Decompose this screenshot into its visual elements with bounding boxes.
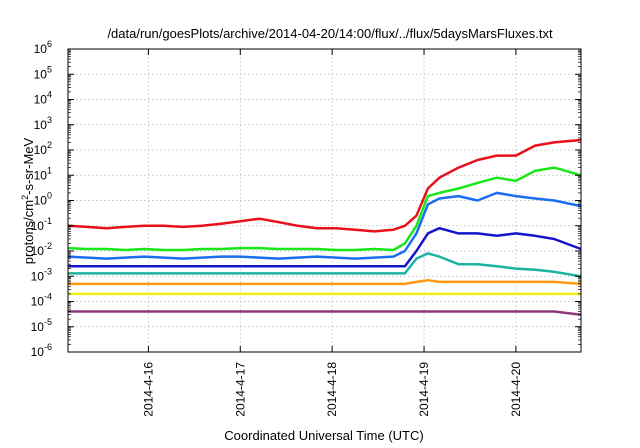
y-tick-base: 10 (34, 93, 48, 107)
series-line (67, 166, 582, 252)
y-tick-base: 10 (34, 168, 48, 182)
y-tick-label: 10-5 (31, 317, 52, 334)
y-tick-label: 10-1 (31, 216, 52, 233)
plot-frame (67, 48, 582, 353)
y-tick-exponent: -2 (44, 241, 52, 251)
y-tick-label: 101 (34, 165, 52, 182)
y-tick-label: 100 (34, 191, 52, 208)
x-tick-label: 2014-4-18 (325, 362, 339, 417)
y-tick-exponent: 2 (47, 140, 52, 150)
y-tick-base: 10 (34, 143, 48, 157)
y-tick-label: 10-4 (31, 292, 52, 309)
y-tick-label: 10-2 (31, 241, 52, 258)
y-tick-exponent: 6 (47, 39, 52, 49)
y-tick-base: 10 (31, 219, 45, 233)
series-line (68, 278, 582, 286)
y-tick-exponent: 0 (47, 191, 52, 201)
y-tick-label: 10-3 (31, 266, 52, 283)
x-tick-label: 2014-4-19 (417, 362, 431, 417)
y-axis-label-sup: 2 (20, 195, 30, 200)
y-tick-label: 104 (34, 90, 52, 107)
series-group (67, 138, 582, 316)
y-tick-exponent: 1 (47, 165, 52, 175)
y-tick-label: 106 (34, 39, 52, 56)
y-tick-labels: 10-610-510-410-310-210-11001011021031041… (31, 39, 52, 359)
y-tick-base: 10 (34, 67, 48, 81)
y-tick-base: 10 (31, 320, 45, 334)
x-tick-label: 2014-4-17 (233, 362, 247, 417)
y-tick-base: 10 (31, 295, 45, 309)
y-tick-exponent: -3 (44, 266, 52, 276)
y-tick-base: 10 (34, 194, 48, 208)
x-tick-labels: 2014-4-16 2014-4-17 2014-4-18 2014-4-19 2014… (141, 362, 523, 417)
y-tick-base: 10 (31, 244, 45, 258)
chart-title: /data/run/goesPlots/archive/2014-04-20/1… (107, 26, 553, 41)
y-tick-exponent: 5 (47, 64, 52, 74)
y-tick-base: 10 (34, 42, 48, 56)
y-tick-base: 10 (31, 269, 45, 283)
y-tick-exponent: -4 (44, 292, 52, 302)
series-line (67, 138, 582, 233)
y-tick-label: 10-6 (31, 342, 52, 359)
y-axis-label-rest: -s-sr-MeV (21, 137, 36, 194)
x-tick-label: 2014-4-16 (141, 362, 155, 417)
series-line (68, 252, 582, 278)
series-line (68, 226, 582, 268)
grid-lines (68, 49, 581, 352)
y-tick-exponent: 3 (47, 115, 52, 125)
y-tick-base: 10 (31, 345, 45, 359)
y-tick-label: 102 (34, 140, 52, 157)
y-tick-exponent: -1 (44, 216, 52, 226)
y-tick-exponent: 4 (47, 90, 52, 100)
y-tick-label: 105 (34, 64, 52, 81)
y-tick-exponent: -6 (44, 342, 52, 352)
y-axis-label: protons/cm2-s-sr-MeV (20, 137, 36, 264)
x-tick-label: 2014-4-20 (509, 362, 523, 417)
y-axis-label-base: protons/cm (21, 200, 36, 264)
y-tick-label: 103 (34, 115, 52, 132)
series-line (67, 191, 582, 260)
y-tick-base: 10 (34, 118, 48, 132)
y-tick-exponent: -5 (44, 317, 52, 327)
x-axis-label: Coordinated Universal Time (UTC) (224, 428, 423, 443)
series-line (68, 310, 582, 316)
